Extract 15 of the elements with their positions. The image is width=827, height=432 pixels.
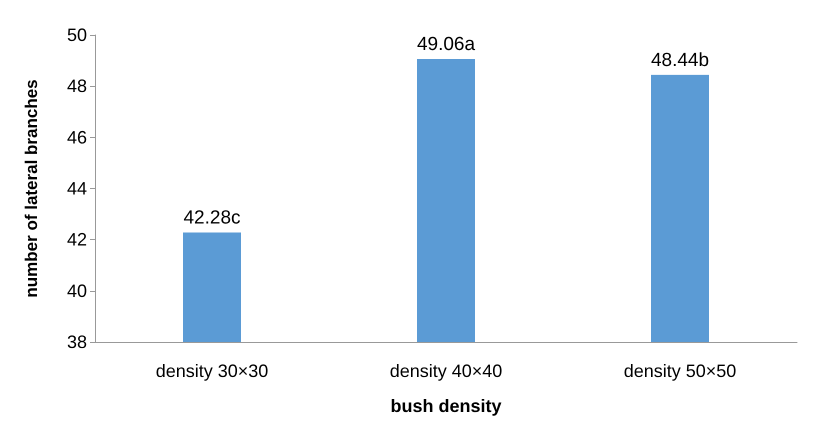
x-tick-label: density 40×40 — [390, 361, 502, 381]
x-tick-label: density 30×30 — [156, 361, 268, 381]
data-label: 42.28c — [183, 208, 241, 229]
y-tick-label: 48 — [66, 76, 87, 96]
y-tick-label: 42 — [66, 230, 87, 250]
y-tick-label: 46 — [66, 127, 87, 148]
y-tick-label: 44 — [66, 178, 87, 198]
y-tick-label: 50 — [66, 25, 87, 45]
data-label: 49.06a — [416, 34, 476, 56]
y-axis-title: number of lateral branches — [22, 79, 41, 298]
data-label: 48.44b — [650, 50, 710, 71]
x-tick-label: density 50×50 — [624, 361, 736, 381]
x-axis-title: bush density — [390, 396, 502, 416]
y-tick-label: 40 — [66, 280, 87, 301]
y-tick-label: 38 — [66, 332, 87, 352]
